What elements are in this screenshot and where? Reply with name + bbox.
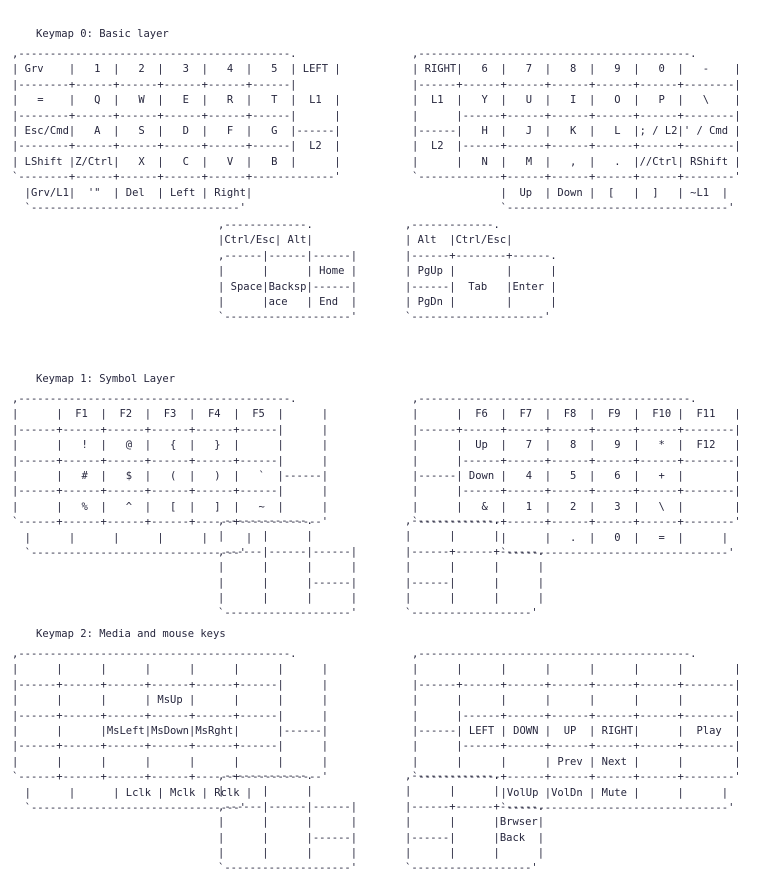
keymap-title-2: Keymap 2: Media and mouse keys [36,628,226,640]
keymap-0-right-half: ,---------------------------------------… [412,48,741,215]
keymap-0-left-half: ,---------------------------------------… [12,48,341,215]
keymap-0-right-thumb-cluster: ,-------------. | Alt |Ctrl/Esc| |------… [405,219,557,324]
keymap-2-left-half: ,---------------------------------------… [12,648,329,815]
keymap-2-left-thumb-cluster: ,-------------. | | | ,------|------|---… [218,770,358,875]
keymap-1-left-half: ,---------------------------------------… [12,393,329,560]
keymap-1-right-thumb-cluster: ,-------------. | | | |------+------+---… [405,515,545,620]
keymap-2-right-half: ,---------------------------------------… [412,648,741,815]
keymap-0-left-thumb-cluster: ,-------------. |Ctrl/Esc| Alt| ,------|… [218,219,358,324]
keymap-1-left-thumb-cluster: ,-------------. | | | ,------|------|---… [218,515,358,620]
keymap-2-right-thumb-cluster: ,-------------. | | | |------+------+---… [405,770,545,875]
keymap-1-right-half: ,---------------------------------------… [412,393,741,560]
keymap-title-1: Keymap 1: Symbol Layer [36,373,176,385]
keymap-title-0: Keymap 0: Basic layer [36,28,169,40]
